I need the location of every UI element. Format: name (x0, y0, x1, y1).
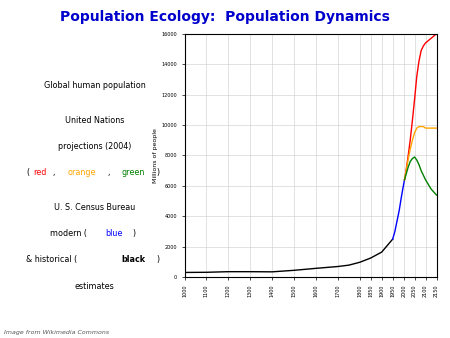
U.N. High (412, 97, 417, 101)
U.N. Low (434, 193, 439, 197)
Estimated (225, 270, 231, 274)
U.N. Low (423, 178, 428, 182)
Text: Image from Wikimedia Commons: Image from Wikimedia Commons (4, 330, 110, 335)
Line: U.N. Medium: U.N. Medium (405, 126, 436, 180)
U.N. High (410, 119, 415, 123)
Text: projections (2004): projections (2004) (58, 142, 131, 151)
U.N. Low (412, 155, 417, 159)
Line: Actual: Actual (393, 180, 405, 239)
Estimated (379, 250, 384, 254)
U.N. Medium (423, 126, 428, 130)
U.N. High (434, 32, 439, 36)
U.N. High (418, 49, 424, 53)
Text: (: ( (26, 168, 29, 177)
Text: green: green (122, 168, 145, 177)
U.N. High (408, 138, 413, 142)
Text: Global human population: Global human population (44, 81, 145, 90)
Text: orange: orange (67, 168, 96, 177)
U.N. Medium (405, 158, 411, 162)
Y-axis label: Millions of people: Millions of people (153, 128, 158, 183)
U.N. Low (418, 169, 424, 173)
U.N. High (423, 41, 428, 45)
Line: Estimated: Estimated (184, 239, 393, 272)
Text: blue: blue (105, 229, 122, 238)
Text: ,: , (54, 168, 58, 177)
Estimated (270, 270, 275, 274)
Estimated (390, 237, 396, 241)
U.N. Medium (402, 178, 407, 182)
Estimated (313, 266, 319, 270)
U.N. Medium (421, 124, 426, 128)
Actual (396, 208, 402, 212)
U.N. High (405, 155, 411, 159)
U.N. Low (414, 158, 419, 162)
U.N. Low (405, 166, 411, 170)
Actual (402, 178, 407, 182)
Actual (399, 195, 404, 199)
U.N. High (402, 178, 407, 182)
U.N. Low (402, 178, 407, 182)
U.N. Low (403, 173, 409, 177)
Estimated (182, 270, 187, 274)
U.N. Medium (410, 138, 415, 142)
Actual (390, 237, 396, 241)
Estimated (291, 268, 297, 272)
Text: ): ) (132, 229, 135, 238)
Actual (392, 230, 397, 234)
U.N. Medium (414, 126, 419, 130)
Text: United Nations: United Nations (65, 116, 124, 124)
Estimated (368, 256, 373, 260)
U.N. Medium (416, 124, 422, 128)
Actual (394, 219, 400, 223)
U.N. Low (416, 163, 422, 167)
Estimated (357, 260, 363, 264)
Text: estimates: estimates (75, 282, 114, 291)
U.N. Low (428, 187, 434, 191)
U.N. Medium (434, 126, 439, 130)
Text: Population Ecology:  Population Dynamics: Population Ecology: Population Dynamics (60, 10, 390, 24)
Line: U.N. High: U.N. High (405, 34, 436, 180)
Text: ): ) (156, 255, 159, 264)
U.N. High (421, 44, 426, 48)
U.N. Medium (428, 126, 434, 130)
U.N. High (416, 59, 422, 63)
Text: red: red (33, 168, 46, 177)
U.N. Low (421, 173, 426, 177)
Estimated (335, 264, 341, 268)
Text: black: black (122, 255, 146, 264)
Actual (401, 183, 406, 187)
U.N. Low (410, 156, 415, 161)
Text: ): ) (156, 168, 159, 177)
Text: U. S. Census Bureau: U. S. Census Bureau (54, 202, 135, 212)
Text: modern (: modern ( (50, 229, 87, 238)
Estimated (204, 270, 209, 274)
Estimated (346, 263, 351, 267)
Estimated (248, 270, 253, 274)
U.N. Medium (408, 147, 413, 151)
U.N. High (403, 170, 409, 174)
U.N. Medium (412, 130, 417, 135)
U.N. Medium (418, 124, 424, 128)
U.N. Medium (403, 170, 409, 174)
U.N. High (414, 74, 419, 78)
U.N. Low (408, 160, 413, 164)
Text: & historical (: & historical ( (26, 255, 77, 264)
U.N. High (428, 37, 434, 41)
Text: ,: , (108, 168, 113, 177)
Line: U.N. Low: U.N. Low (405, 157, 436, 195)
